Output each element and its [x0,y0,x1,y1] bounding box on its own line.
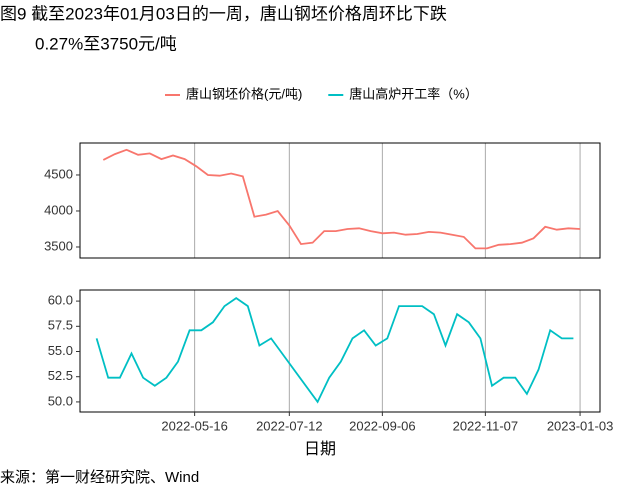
x-tick-label: 2022-11-07 [453,418,519,433]
y-tick-label: 4000 [44,202,73,217]
plot-frame [79,289,601,413]
x-axis-label: 日期 [304,440,336,458]
x-tick-label: 2023-01-03 [547,418,614,433]
y-tick-label: 57.5 [48,318,73,333]
y-tick-label: 50.0 [48,393,73,408]
legend-label: 唐山钢坯价格(元/吨) [186,86,302,101]
y-tick-label: 3500 [44,238,73,253]
y-tick-label: 55.0 [48,343,73,358]
y-tick-label: 4500 [44,166,73,181]
x-tick-label: 2022-07-12 [256,418,323,433]
plot-frame [79,142,601,259]
title-line: 0.27%至3750元/吨 [35,34,177,53]
title-line: 图9 截至2023年01月03日的一周，唐山钢坯价格周环比下跌 [0,3,447,23]
x-tick-label: 2022-09-06 [349,418,416,433]
y-tick-label: 60.0 [48,293,73,308]
y-tick-label: 52.5 [48,368,73,383]
legend-label: 唐山高炉开工率（%） [349,86,478,101]
series-line [95,297,574,404]
source: 来源：第一财经研究院、Wind [0,468,199,486]
series-line [102,148,581,250]
x-tick-label: 2022-05-16 [161,418,228,433]
